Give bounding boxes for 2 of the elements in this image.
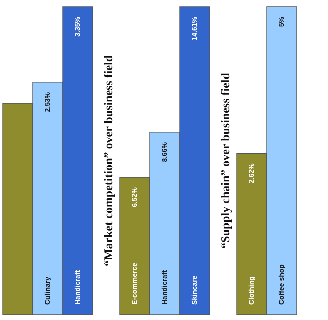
text: “Supply chain” over business field (218, 72, 233, 249)
text: “Market competition” over business field (102, 55, 116, 267)
